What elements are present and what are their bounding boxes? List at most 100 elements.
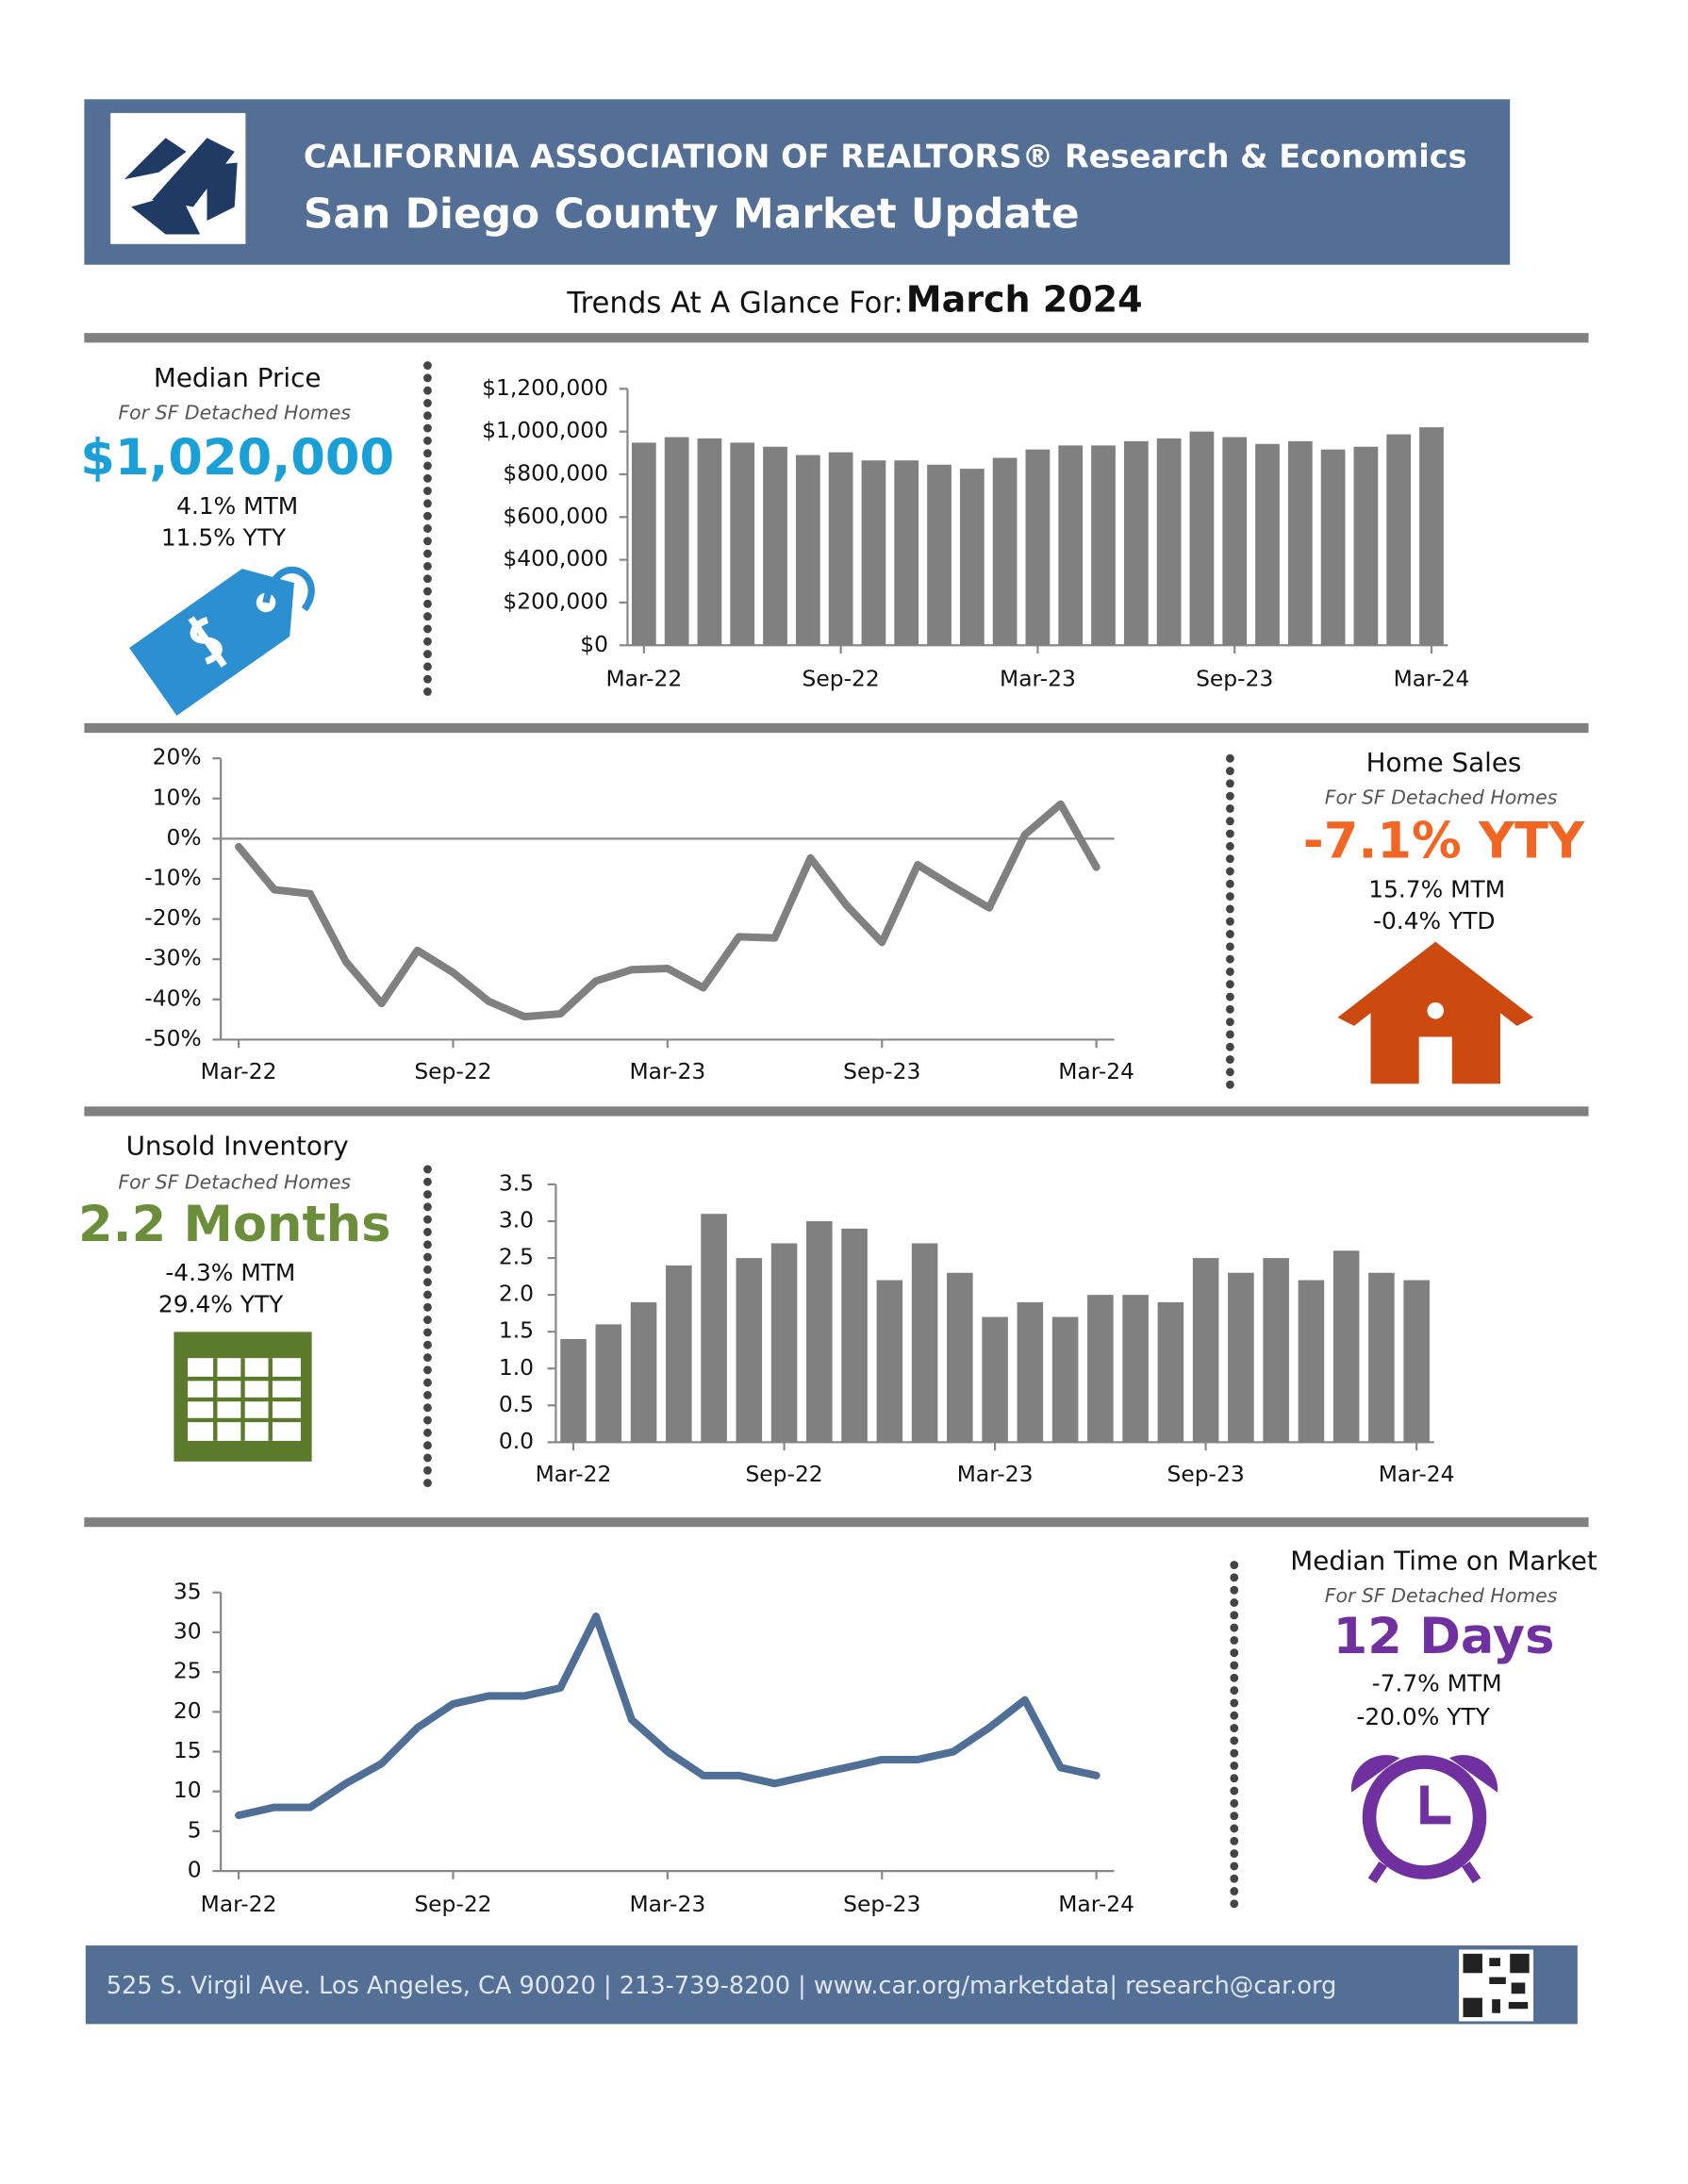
panel-subtitle: For SF Detached Homes (1325, 786, 1558, 809)
house-icon (1337, 941, 1534, 1084)
y-tick-label: 10 (174, 1777, 202, 1803)
bar (1025, 449, 1051, 646)
x-tick-label: Sep-23 (843, 1891, 920, 1917)
bar (1058, 445, 1084, 646)
panel-line: -7.7% MTM (1372, 1670, 1502, 1697)
bar (763, 446, 787, 646)
panel-subtitle: For SF Detached Homes (118, 402, 351, 424)
y-tick-label: 5 (188, 1816, 202, 1843)
header-org: CALIFORNIA ASSOCIATION OF REALTORS® Rese… (304, 139, 1467, 175)
bar (730, 442, 755, 646)
y-tick-label: -20% (144, 904, 201, 931)
bar (1189, 431, 1215, 646)
bar (1051, 1316, 1079, 1443)
bar (1157, 1301, 1184, 1443)
y-tick-label: 20 (174, 1697, 202, 1724)
bar (631, 442, 656, 646)
y-tick-label: 35 (174, 1578, 202, 1604)
bar (701, 1214, 727, 1443)
bar (1320, 449, 1346, 646)
bar (1228, 1272, 1254, 1443)
y-tick-label: -10% (144, 864, 201, 890)
bar (841, 1228, 868, 1443)
y-tick-label: 0% (167, 824, 202, 851)
bar (806, 1221, 833, 1443)
panel-line: 15.7% MTM (1368, 876, 1505, 903)
bar (1091, 445, 1116, 646)
bar (697, 438, 722, 646)
panel-headline: 2.2 Months (78, 1196, 390, 1253)
calendar-icon (174, 1332, 312, 1462)
y-tick-label: -40% (144, 984, 201, 1011)
panel-headline: 12 Days (1333, 1608, 1555, 1665)
x-tick-label: Mar-23 (1000, 665, 1076, 691)
bar (992, 457, 1018, 646)
y-tick-label: 15 (174, 1737, 202, 1763)
x-tick-label: Mar-22 (605, 665, 682, 691)
x-tick-label: Mar-24 (1058, 1891, 1134, 1917)
x-tick-label: Sep-22 (414, 1058, 491, 1084)
y-tick-label: $600,000 (503, 503, 608, 529)
bar (1353, 446, 1379, 646)
bar (1263, 1258, 1289, 1443)
bar (795, 455, 820, 646)
y-tick-label: $1,200,000 (482, 374, 608, 401)
trends-period: March 2024 (906, 279, 1143, 321)
y-tick-label: 2.0 (499, 1281, 534, 1307)
line-series (235, 800, 1101, 1021)
y-tick-label: 0 (188, 1857, 202, 1883)
clock-icon (1350, 1755, 1498, 1884)
bar (947, 1272, 973, 1443)
x-tick-label: Mar-24 (1394, 665, 1470, 691)
x-tick-label: Sep-23 (1167, 1461, 1245, 1487)
x-tick-label: Sep-22 (414, 1891, 491, 1917)
trends-label: Trends At A Glance For: (566, 288, 903, 321)
x-tick-label: Mar-22 (201, 1891, 277, 1917)
x-tick-label: Sep-23 (1196, 665, 1273, 691)
y-tick-label: -30% (144, 945, 201, 971)
bar (959, 469, 985, 646)
bar (666, 1265, 692, 1443)
panel-title: Home Sales (1366, 747, 1522, 778)
panel-title: Unsold Inventory (126, 1130, 349, 1161)
y-tick-label: $1,000,000 (482, 417, 608, 443)
bar (1368, 1272, 1395, 1443)
y-tick-label: 2.5 (499, 1244, 534, 1270)
bar (770, 1243, 798, 1443)
footer-band (85, 1945, 1578, 2025)
panel-title: Median Price (154, 362, 322, 393)
y-tick-label: $200,000 (503, 587, 608, 614)
x-tick-label: Mar-23 (957, 1461, 1034, 1487)
bar (1403, 1280, 1430, 1443)
panel-line: -20.0% YTY (1356, 1703, 1490, 1730)
y-tick-label: 0.0 (499, 1428, 534, 1454)
bar (664, 437, 689, 646)
bar (1419, 427, 1444, 646)
y-tick-label: 3.5 (499, 1169, 534, 1196)
panel-subtitle: For SF Detached Homes (118, 1170, 351, 1193)
panel-line: -4.3% MTM (165, 1259, 295, 1286)
y-tick-label: 1.0 (499, 1354, 534, 1381)
y-tick-label: 25 (174, 1658, 202, 1684)
x-tick-label: Mar-22 (536, 1461, 612, 1487)
bar (1156, 438, 1182, 646)
header-title: San Diego County Market Update (304, 190, 1080, 239)
panel-headline: $1,020,000 (80, 429, 394, 487)
x-tick-label: Sep-22 (745, 1461, 822, 1487)
bar (876, 1280, 903, 1443)
bar (1123, 440, 1149, 646)
bar (1122, 1295, 1149, 1443)
bar (927, 464, 952, 646)
bar (1222, 437, 1248, 646)
panel-line: 29.4% YTY (158, 1291, 284, 1318)
y-tick-label: 3.0 (499, 1207, 534, 1233)
panel-line: 4.1% MTM (176, 492, 298, 520)
x-tick-label: Sep-22 (803, 665, 880, 691)
bar (861, 460, 886, 646)
panel-headline: -7.1% YTY (1303, 812, 1585, 869)
bar (1087, 1295, 1114, 1443)
logo-mark (124, 138, 238, 235)
bar (911, 1243, 938, 1443)
